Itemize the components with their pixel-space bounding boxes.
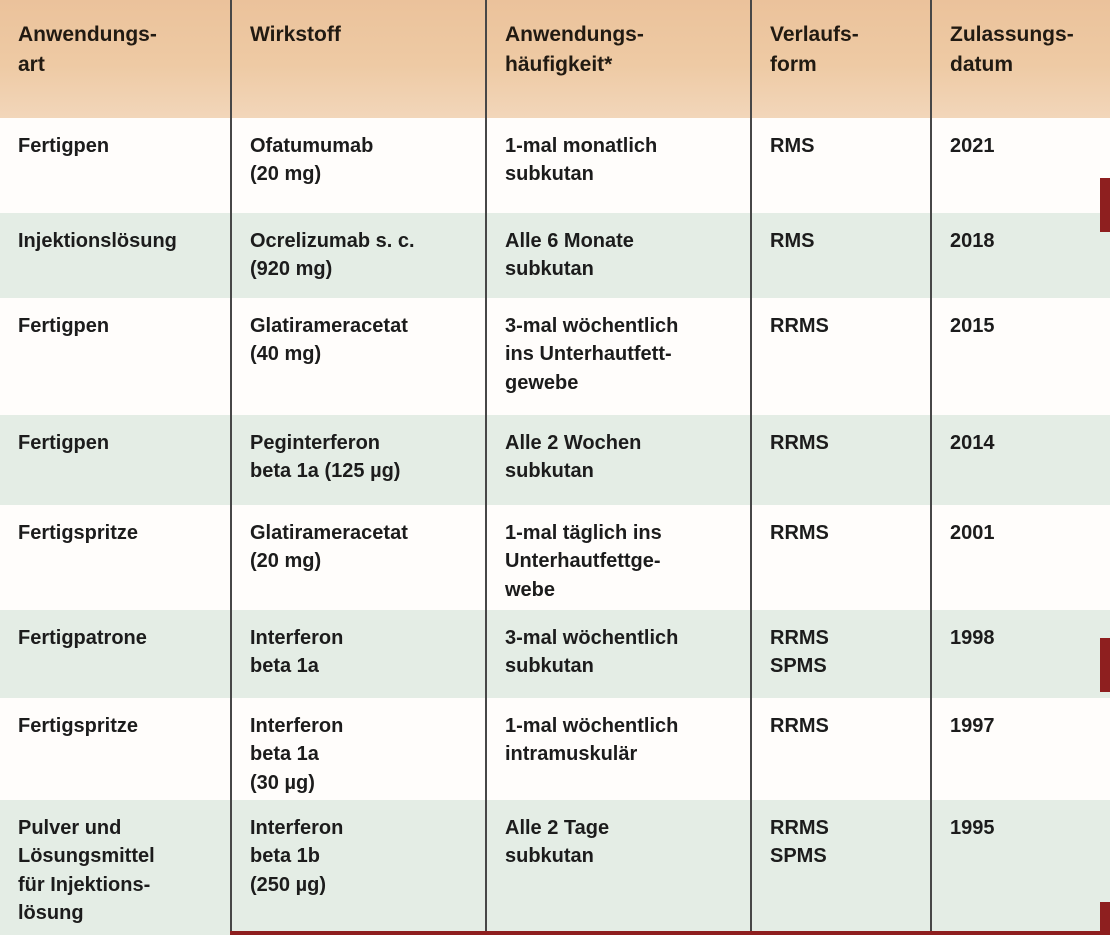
row6-haeufigkeit: 3-mal wöchentlich subkutan (485, 610, 750, 698)
row6-verlaufsform: RRMS SPMS (750, 610, 930, 698)
row2-anwendungsart: Injektionslösung (0, 213, 230, 298)
edge-artifact (1100, 178, 1110, 232)
row7-haeufigkeit: 1-mal wöchentlich intramuskulär (485, 698, 750, 800)
row1-zulassungsdatum: 2021 (930, 118, 1110, 213)
row3-verlaufsform: RRMS (750, 298, 930, 415)
row7-anwendungsart: Fertigspritze (0, 698, 230, 800)
row8-zulassungsdatum: 1995 (930, 800, 1110, 935)
row5-zulassungsdatum: 2001 (930, 505, 1110, 610)
row3-zulassungsdatum: 2015 (930, 298, 1110, 415)
row7-verlaufsform: RRMS (750, 698, 930, 800)
column-header-anwendungsart: Anwendungs- art (0, 0, 230, 118)
row8-verlaufsform: RRMS SPMS (750, 800, 930, 935)
row5-anwendungsart: Fertigspritze (0, 505, 230, 610)
row5-verlaufsform: RRMS (750, 505, 930, 610)
edge-artifact (230, 931, 1110, 935)
row2-wirkstoff: Ocrelizumab s. c. (920 mg) (230, 213, 485, 298)
row1-wirkstoff: Ofatumumab (20 mg) (230, 118, 485, 213)
row4-wirkstoff: Peginterferon beta 1a (125 µg) (230, 415, 485, 505)
row2-haeufigkeit: Alle 6 Monate subkutan (485, 213, 750, 298)
row4-verlaufsform: RRMS (750, 415, 930, 505)
row4-zulassungsdatum: 2014 (930, 415, 1110, 505)
row3-anwendungsart: Fertigpen (0, 298, 230, 415)
row1-haeufigkeit: 1-mal monatlich subkutan (485, 118, 750, 213)
column-header-zulassungsdatum: Zulassungs- datum (930, 0, 1110, 118)
row4-anwendungsart: Fertigpen (0, 415, 230, 505)
row8-haeufigkeit: Alle 2 Tage subkutan (485, 800, 750, 935)
row6-zulassungsdatum: 1998 (930, 610, 1110, 698)
column-header-haeufigkeit: Anwendungs- häufigkeit* (485, 0, 750, 118)
row1-anwendungsart: Fertigpen (0, 118, 230, 213)
row5-wirkstoff: Glatirameracetat (20 mg) (230, 505, 485, 610)
row6-anwendungsart: Fertigpatrone (0, 610, 230, 698)
row7-zulassungsdatum: 1997 (930, 698, 1110, 800)
edge-artifact (1100, 638, 1110, 692)
row3-haeufigkeit: 3-mal wöchentlich ins Unterhautfett- gew… (485, 298, 750, 415)
column-header-wirkstoff: Wirkstoff (230, 0, 485, 118)
row4-haeufigkeit: Alle 2 Wochen subkutan (485, 415, 750, 505)
row2-zulassungsdatum: 2018 (930, 213, 1110, 298)
row5-haeufigkeit: 1-mal täglich ins Unterhautfettge- webe (485, 505, 750, 610)
row3-wirkstoff: Glatirameracetat (40 mg) (230, 298, 485, 415)
edge-artifact (1100, 902, 1110, 935)
column-header-verlaufsform: Verlaufs- form (750, 0, 930, 118)
row1-verlaufsform: RMS (750, 118, 930, 213)
row7-wirkstoff: Interferon beta 1a (30 µg) (230, 698, 485, 800)
row2-verlaufsform: RMS (750, 213, 930, 298)
row8-anwendungsart: Pulver und Lösungsmittel für Injektions-… (0, 800, 230, 935)
row6-wirkstoff: Interferon beta 1a (230, 610, 485, 698)
row8-wirkstoff: Interferon beta 1b (250 µg) (230, 800, 485, 935)
